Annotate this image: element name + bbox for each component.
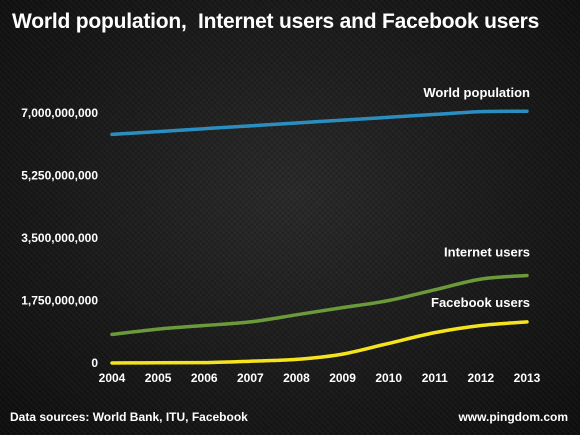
series-label-world-population: World population — [423, 85, 530, 100]
x-tick-label: 2012 — [468, 371, 495, 385]
x-tick-label: 2013 — [514, 371, 541, 385]
y-axis: 0 1,750,000,000 3,500,000,000 5,250,000,000… — [21, 106, 98, 370]
x-tick-label: 2008 — [283, 371, 310, 385]
x-tick-label: 2006 — [191, 371, 218, 385]
x-tick-label: 2005 — [145, 371, 172, 385]
series-lines — [110, 109, 529, 365]
x-tick-label: 2011 — [422, 371, 448, 385]
series-labels: World population Internet users Facebook u… — [423, 85, 530, 310]
series-line-facebook-users — [110, 320, 529, 365]
y-tick-label: 7,000,000,000 — [21, 106, 98, 120]
data-sources-note: Data sources: World Bank, ITU, Facebook — [10, 410, 248, 424]
series-line-internet-users — [110, 273, 529, 337]
y-tick-label: 3,500,000,000 — [21, 231, 98, 245]
series-line-world-population — [110, 109, 529, 137]
y-tick-label: 0 — [91, 356, 98, 370]
x-tick-label: 2004 — [99, 371, 126, 385]
x-tick-label: 2010 — [375, 371, 402, 385]
y-tick-label: 1,750,000,000 — [21, 294, 98, 308]
series-label-facebook-users: Facebook users — [431, 295, 530, 310]
site-url: www.pingdom.com — [458, 410, 568, 424]
x-tick-label: 2007 — [237, 371, 264, 385]
x-axis: 2004 2005 2006 2007 2008 2009 2010 2011 2012 2013 — [99, 371, 541, 385]
x-tick-label: 2009 — [329, 371, 356, 385]
chart-title: World population, Internet users and Fac… — [12, 10, 540, 33]
series-label-internet-users: Internet users — [444, 245, 530, 260]
y-tick-label: 5,250,000,000 — [21, 169, 98, 183]
